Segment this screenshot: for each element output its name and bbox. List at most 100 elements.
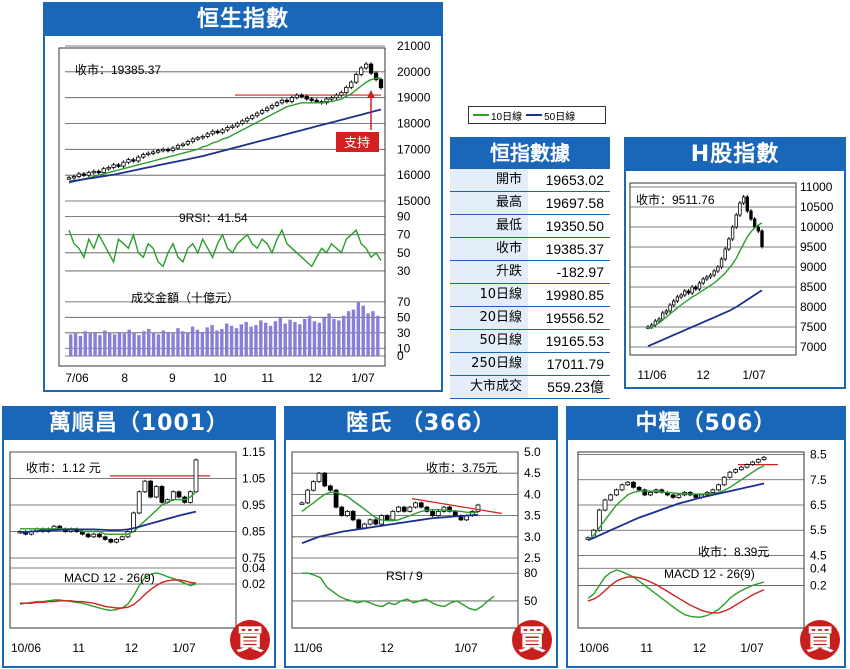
candle-body <box>156 150 161 153</box>
candle-body <box>424 506 430 512</box>
table-value: 19385.37 <box>545 241 604 257</box>
hshare-title: H股指數 <box>626 139 844 171</box>
legend-ma10: 10日線 <box>473 108 522 123</box>
table-key: 收市 <box>450 238 528 260</box>
candle-body <box>349 81 354 88</box>
candle-body <box>664 310 669 314</box>
candle-body <box>619 484 625 491</box>
ma50-line <box>647 289 763 348</box>
candle-body <box>294 94 299 99</box>
volume-bar <box>132 332 136 356</box>
table-key: 大市成交 <box>450 376 528 398</box>
candle-body <box>727 238 731 250</box>
candle-body <box>322 472 328 487</box>
s506-title: 中糧（506） <box>568 408 844 440</box>
candle-body <box>333 489 339 508</box>
table-row: 大市成交 559.23億 <box>450 376 610 399</box>
x-tick-label: 9 <box>169 371 176 385</box>
volume-bar <box>327 313 331 356</box>
candle-body <box>708 274 713 278</box>
y-tick-label: 11000 <box>800 180 833 194</box>
candle-body <box>328 485 333 491</box>
volume-bar <box>186 332 190 356</box>
ma10-line <box>301 491 479 522</box>
candle-body <box>730 226 735 240</box>
candle-body <box>608 494 614 501</box>
candle-body <box>716 484 721 491</box>
candle-body <box>676 494 682 498</box>
candle-body <box>761 456 767 460</box>
candle-body <box>160 148 166 152</box>
candle-body <box>305 489 311 504</box>
table-value: 19556.52 <box>545 310 604 326</box>
x-tick-label: 1/07 <box>740 641 764 655</box>
candle-body <box>693 494 699 498</box>
s506-close-label: 收市：8.39元 <box>698 544 769 559</box>
candle-body <box>230 125 235 128</box>
candle-body <box>755 459 761 463</box>
volume-bar <box>181 331 185 356</box>
y-tick-label: 0.75 <box>242 551 266 565</box>
volume-bar <box>332 318 336 356</box>
x-tick-label: 1/07 <box>351 371 375 385</box>
volume-bar <box>337 320 341 356</box>
candle-body <box>350 510 356 521</box>
y-tick-label: 9000 <box>800 260 827 274</box>
candle-body <box>356 519 362 529</box>
candle-body <box>435 510 441 517</box>
candle-body <box>390 510 396 521</box>
hshare-chart: 11000 10500 10000 9500 9000 8500 8000 7500 7000 1… <box>629 180 834 382</box>
candle-body <box>215 130 220 134</box>
table-row: 收市 19385.37 <box>450 238 610 261</box>
volume-bar <box>88 333 92 356</box>
y-tick-label: 50 <box>397 246 411 260</box>
x-tick-label: 10/06 <box>579 641 609 655</box>
candle-body <box>329 97 334 100</box>
table-row: 最低 19350.50 <box>450 215 610 238</box>
y-tick-label: 4.5 <box>524 466 541 480</box>
volume-bar <box>351 309 356 356</box>
volume-bar <box>122 333 127 356</box>
candle-body <box>66 177 72 180</box>
candle-body <box>245 117 250 122</box>
x-tick-label: 1/07 <box>172 641 196 655</box>
table-value: 19350.50 <box>545 218 604 234</box>
candle-body <box>452 510 458 517</box>
y-tick-label: 0.85 <box>242 525 266 539</box>
candle-body <box>193 459 199 493</box>
y-tick-label: 9500 <box>800 240 827 254</box>
candle-body <box>401 506 407 512</box>
candle-body <box>636 486 642 491</box>
volume-bar <box>312 321 317 356</box>
volume-bar <box>73 332 78 356</box>
x-tick-label: 11/06 <box>293 641 322 655</box>
hshare-close-label: 收市：9511.76 <box>636 192 715 207</box>
y-tick-label: 1.15 <box>242 445 266 459</box>
y-tick-label: 15000 <box>397 194 431 208</box>
candle-body <box>165 148 171 152</box>
candle-body <box>712 270 716 276</box>
x-tick-label: 12 <box>696 368 710 382</box>
candle-body <box>705 276 709 280</box>
candle-body <box>235 123 240 127</box>
volume-bar <box>288 319 292 356</box>
candle-body <box>750 461 756 466</box>
volume-bar <box>78 335 83 356</box>
table-row: 20日線 19556.52 <box>450 307 610 330</box>
table-key: 50日線 <box>450 330 528 352</box>
candle-body <box>284 99 290 103</box>
volume-bar <box>249 326 253 356</box>
ma50-line <box>19 510 197 534</box>
ma50-line <box>68 108 382 183</box>
candle-body <box>334 94 339 99</box>
candle-body <box>670 494 676 498</box>
y-tick-label: 21000 <box>397 39 431 53</box>
x-tick-label: 10/06 <box>11 641 41 655</box>
hsi-close-label: 收市：19385.37 <box>75 62 161 77</box>
candle-body <box>314 99 319 103</box>
table-key: 最高 <box>450 192 528 214</box>
ma-legend: 10日線 50日線 <box>468 106 606 124</box>
x-tick-label: 10 <box>213 371 227 385</box>
volume-bar <box>210 325 214 356</box>
y-tick-label: 7.5 <box>810 473 827 487</box>
